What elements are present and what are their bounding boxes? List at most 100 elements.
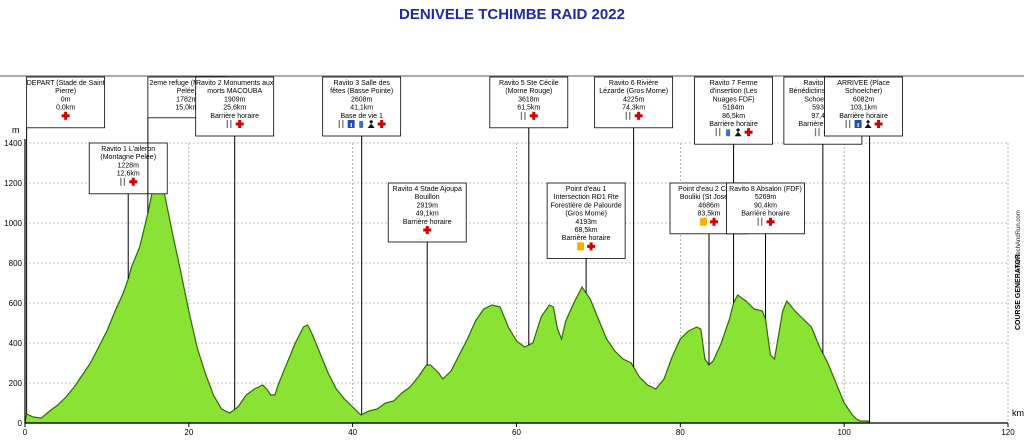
cutlery-icon-knife — [629, 111, 631, 120]
station-name-label: Pelée) — [177, 88, 197, 95]
station-altitude-label: 1909m — [224, 96, 246, 103]
station-distance-label: 41,1km — [350, 105, 373, 112]
station-distance-label: 97,4km — [811, 113, 834, 120]
station-name-label: Pierre) — [55, 88, 76, 95]
aid-cross-icon-bar — [710, 220, 719, 224]
station-name-label: Forestière de Palourde — [551, 202, 622, 209]
info-icon-mark — [350, 123, 352, 127]
station-altitude-label: 1228m — [118, 162, 140, 169]
station-distance-label: 86,5km — [722, 113, 745, 120]
station-altitude-label: 2608m — [351, 96, 373, 103]
person-icon — [866, 120, 870, 124]
water-cup-icon — [700, 217, 708, 226]
x-tick-label: 40 — [348, 428, 357, 437]
station-name-label: (Montagne Pelée) — [100, 154, 156, 161]
station-name-label: d'insertion (Les — [710, 88, 758, 95]
station-name-label: Ravito 3 Salle des — [333, 80, 390, 87]
y-tick-label: 200 — [9, 379, 23, 388]
y-tick-label: 600 — [9, 299, 23, 308]
station-name-label: Point d'eau 2 Coeur — [678, 186, 740, 193]
station-distance-label: 0,0km — [56, 105, 75, 112]
station-altitude-label: 5931m — [812, 105, 834, 112]
station-altitude-label: 4686m — [698, 202, 720, 209]
station-name-label: fêtes (Basse Pointe) — [330, 88, 393, 95]
station-box — [694, 76, 773, 145]
bottle-icon — [726, 129, 731, 137]
water-cup-icon — [577, 242, 585, 251]
station-name-label: DEPART (Stade de Saint — [27, 80, 105, 87]
cutlery-icon — [845, 120, 847, 128]
aid-cross-icon-bar — [529, 114, 538, 118]
cutlery-icon — [226, 120, 229, 128]
station-altitude-label: 6082m — [853, 96, 875, 103]
station-distance-label: 49,1km — [416, 211, 439, 218]
cutlery-icon — [715, 128, 717, 137]
y-tick-label: 1000 — [4, 219, 22, 228]
course-generator-label: COURSE GENERATOR — [1015, 254, 1022, 330]
y-tick-label: 1200 — [4, 179, 22, 188]
aid-cross-icon-bar — [377, 122, 386, 126]
x-tick-label: 60 — [512, 428, 521, 437]
x-tick-label: 120 — [1001, 428, 1015, 437]
cutlery-icon-knife — [230, 120, 232, 128]
station-distance-label: 61,5km — [517, 105, 540, 112]
station-name-label: Schoelcher) — [804, 96, 841, 103]
station-extra-label: Barrière horaire — [839, 113, 888, 120]
station-name-label: Bouillon — [415, 194, 440, 201]
station-box — [489, 76, 569, 129]
station-distance-label: 25,6km — [223, 105, 246, 112]
station-distance-label: 90,4km — [754, 202, 777, 209]
cutlery-icon-knife — [342, 120, 344, 128]
station-name-label: Ravito 6 Rivière — [609, 80, 659, 87]
cutlery-icon — [625, 111, 627, 120]
person-icon — [369, 120, 373, 124]
bottle-icon — [359, 121, 364, 128]
station-name-label: Intersection RD1 Rte — [554, 194, 619, 201]
chart-title: DENIVELE TCHIMBE RAID 2022 — [399, 6, 625, 23]
person-icon-body — [864, 123, 872, 128]
x-tick-label: 0 — [23, 428, 28, 437]
aid-cross-icon-bar — [874, 122, 883, 126]
info-icon-mark — [857, 123, 859, 127]
cutlery-icon — [814, 128, 817, 137]
y-tick-label: 1400 — [4, 139, 22, 148]
station-altitude-label: 5269m — [755, 194, 777, 201]
station-name-label: morts MACOUBA — [207, 88, 262, 95]
aid-cross-icon-bar — [129, 180, 138, 184]
station-box — [726, 182, 805, 235]
station-name-label: (Gros Morne) — [565, 211, 607, 218]
person-icon-body — [734, 131, 742, 137]
station-marker: Ravito 1 L'aileron(Montagne Pelée)1228m 1… — [88, 142, 168, 279]
station-distance-label: 74,3km — [622, 105, 645, 112]
aid-cross-icon-bar — [61, 114, 70, 118]
station-extra-label: Barrière horaire — [562, 235, 611, 242]
x-tick-label: 100 — [837, 428, 851, 437]
station-extra-label: Barrière horaire — [799, 121, 848, 128]
station-name-label: Nuages FDF) — [713, 96, 755, 103]
station-box — [88, 142, 168, 195]
x-tick-label: 20 — [184, 428, 193, 437]
station-name-label: ARRIVEE (Place — [837, 80, 890, 87]
axes: 0 200 400 600 800 1000 1200 1400 0 20 40 60 80 100 120 — [0, 75, 1024, 437]
station-distance-label: 12,6km — [117, 171, 140, 178]
station-name-label: 2eme refuge (Montagne — [150, 80, 225, 87]
station-name-label: Ravito 2 Monuments aux — [196, 80, 274, 87]
station-name-label: Ravito 8 Absalon (FDF) — [729, 186, 802, 193]
station-name-label: Lézarde (Gros Morne) — [599, 88, 668, 95]
cutlery-icon-knife — [818, 128, 820, 137]
station-extra-label: Base de vie 1 — [340, 113, 383, 120]
cutlery-icon-knife — [123, 177, 126, 186]
station-box — [195, 76, 275, 137]
cutlery-icon — [120, 177, 122, 186]
station-name-label: Schoelcher) — [845, 88, 882, 95]
station-extra-label: Barrière horaire — [709, 121, 758, 128]
